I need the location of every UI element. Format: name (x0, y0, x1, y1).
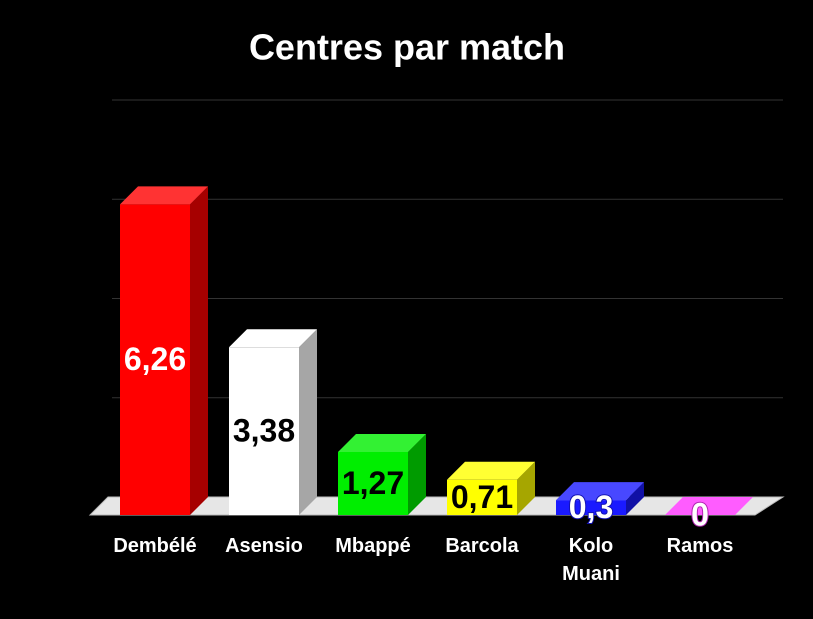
x-tick-label: Asensio (225, 535, 303, 557)
bar-side (626, 482, 644, 515)
bar-front (229, 347, 299, 515)
x-tick-label: Dembélé (113, 535, 197, 557)
value-label: 0,71 (451, 479, 513, 515)
bar-side (190, 186, 208, 515)
value-label: 1,27 (342, 465, 404, 501)
value-label: 3,38 (233, 413, 295, 449)
bar-side (517, 461, 535, 515)
bar-front (556, 500, 626, 515)
bar-top (665, 497, 753, 515)
chart-title: Centres par match (249, 27, 565, 68)
value-label: 0,3 (569, 489, 613, 525)
x-tick-label: Kolo Muani (562, 535, 620, 585)
value-label: 6,26 (124, 341, 186, 377)
bar-front (120, 204, 190, 515)
bar-side (408, 433, 426, 515)
bar-front (447, 479, 517, 515)
bar-top (120, 186, 208, 205)
bar-top (556, 482, 644, 501)
x-tick-label: Barcola (445, 535, 519, 557)
value-label: 0 (691, 496, 709, 532)
bar-top (447, 461, 535, 480)
x-tick-label: Mbappé (335, 535, 411, 557)
bar-top (229, 329, 317, 348)
bar-side (299, 329, 317, 515)
bar-top (338, 433, 426, 452)
bar-front (338, 451, 408, 515)
x-tick-label: Ramos (666, 535, 734, 557)
